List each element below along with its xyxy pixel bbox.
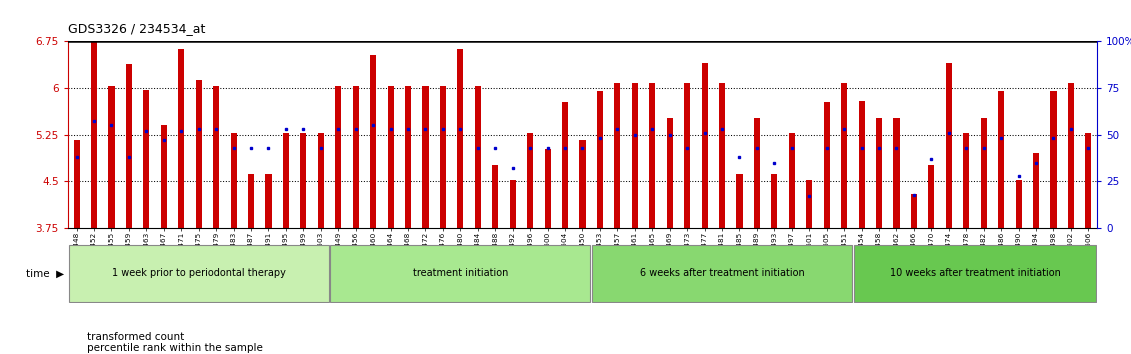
Bar xyxy=(301,133,307,228)
Text: treatment initiation: treatment initiation xyxy=(413,268,508,279)
Bar xyxy=(964,133,969,228)
Bar xyxy=(597,91,603,228)
Bar xyxy=(649,82,655,228)
Bar xyxy=(929,165,934,228)
Bar xyxy=(144,90,149,228)
Bar xyxy=(405,86,411,228)
Bar xyxy=(684,82,690,228)
Bar xyxy=(527,133,533,228)
Bar xyxy=(330,245,590,302)
Bar xyxy=(1086,133,1091,228)
Bar xyxy=(457,49,464,228)
Bar xyxy=(666,118,673,228)
Text: 6 weeks after treatment initiation: 6 weeks after treatment initiation xyxy=(640,268,804,279)
Bar xyxy=(858,101,864,228)
Bar xyxy=(422,86,429,228)
Bar xyxy=(893,118,899,228)
Bar xyxy=(544,149,551,228)
Bar xyxy=(754,118,760,228)
Bar xyxy=(69,245,329,302)
Bar xyxy=(910,194,917,228)
Text: transformed count: transformed count xyxy=(87,332,184,342)
Bar xyxy=(614,82,621,228)
Bar xyxy=(440,86,446,228)
Bar xyxy=(877,118,882,228)
Bar xyxy=(592,245,852,302)
Bar xyxy=(1016,180,1021,228)
Bar xyxy=(388,86,394,228)
Bar xyxy=(248,174,254,228)
Bar xyxy=(109,86,114,228)
Bar xyxy=(771,174,777,228)
Bar xyxy=(126,64,132,228)
Bar xyxy=(854,245,1096,302)
Bar xyxy=(492,165,499,228)
Bar xyxy=(788,133,795,228)
Bar xyxy=(1033,153,1039,228)
Bar xyxy=(562,102,568,228)
Bar xyxy=(353,86,359,228)
Bar xyxy=(161,125,167,228)
Bar xyxy=(736,174,743,228)
Bar xyxy=(335,86,342,228)
Bar xyxy=(283,133,288,228)
Bar xyxy=(981,118,986,228)
Bar xyxy=(806,180,812,228)
Bar xyxy=(510,180,516,228)
Text: GDS3326 / 234534_at: GDS3326 / 234534_at xyxy=(68,22,205,35)
Bar xyxy=(1068,82,1074,228)
Bar xyxy=(179,49,184,228)
Text: time  ▶: time ▶ xyxy=(26,268,64,279)
Bar xyxy=(998,91,1004,228)
Bar xyxy=(213,86,219,228)
Bar xyxy=(475,86,481,228)
Bar xyxy=(823,102,830,228)
Bar xyxy=(74,139,79,228)
Bar xyxy=(579,139,586,228)
Bar xyxy=(719,82,725,228)
Bar xyxy=(632,82,638,228)
Bar xyxy=(701,63,708,228)
Bar xyxy=(1051,91,1056,228)
Bar xyxy=(231,133,236,228)
Text: 1 week prior to periodontal therapy: 1 week prior to periodontal therapy xyxy=(112,268,286,279)
Text: percentile rank within the sample: percentile rank within the sample xyxy=(87,343,264,353)
Bar xyxy=(318,133,323,228)
Bar xyxy=(370,55,377,228)
Text: 10 weeks after treatment initiation: 10 weeks after treatment initiation xyxy=(889,268,1061,279)
Bar xyxy=(946,63,952,228)
Bar xyxy=(196,80,201,228)
Bar xyxy=(266,174,271,228)
Bar xyxy=(90,41,97,228)
Bar xyxy=(841,82,847,228)
